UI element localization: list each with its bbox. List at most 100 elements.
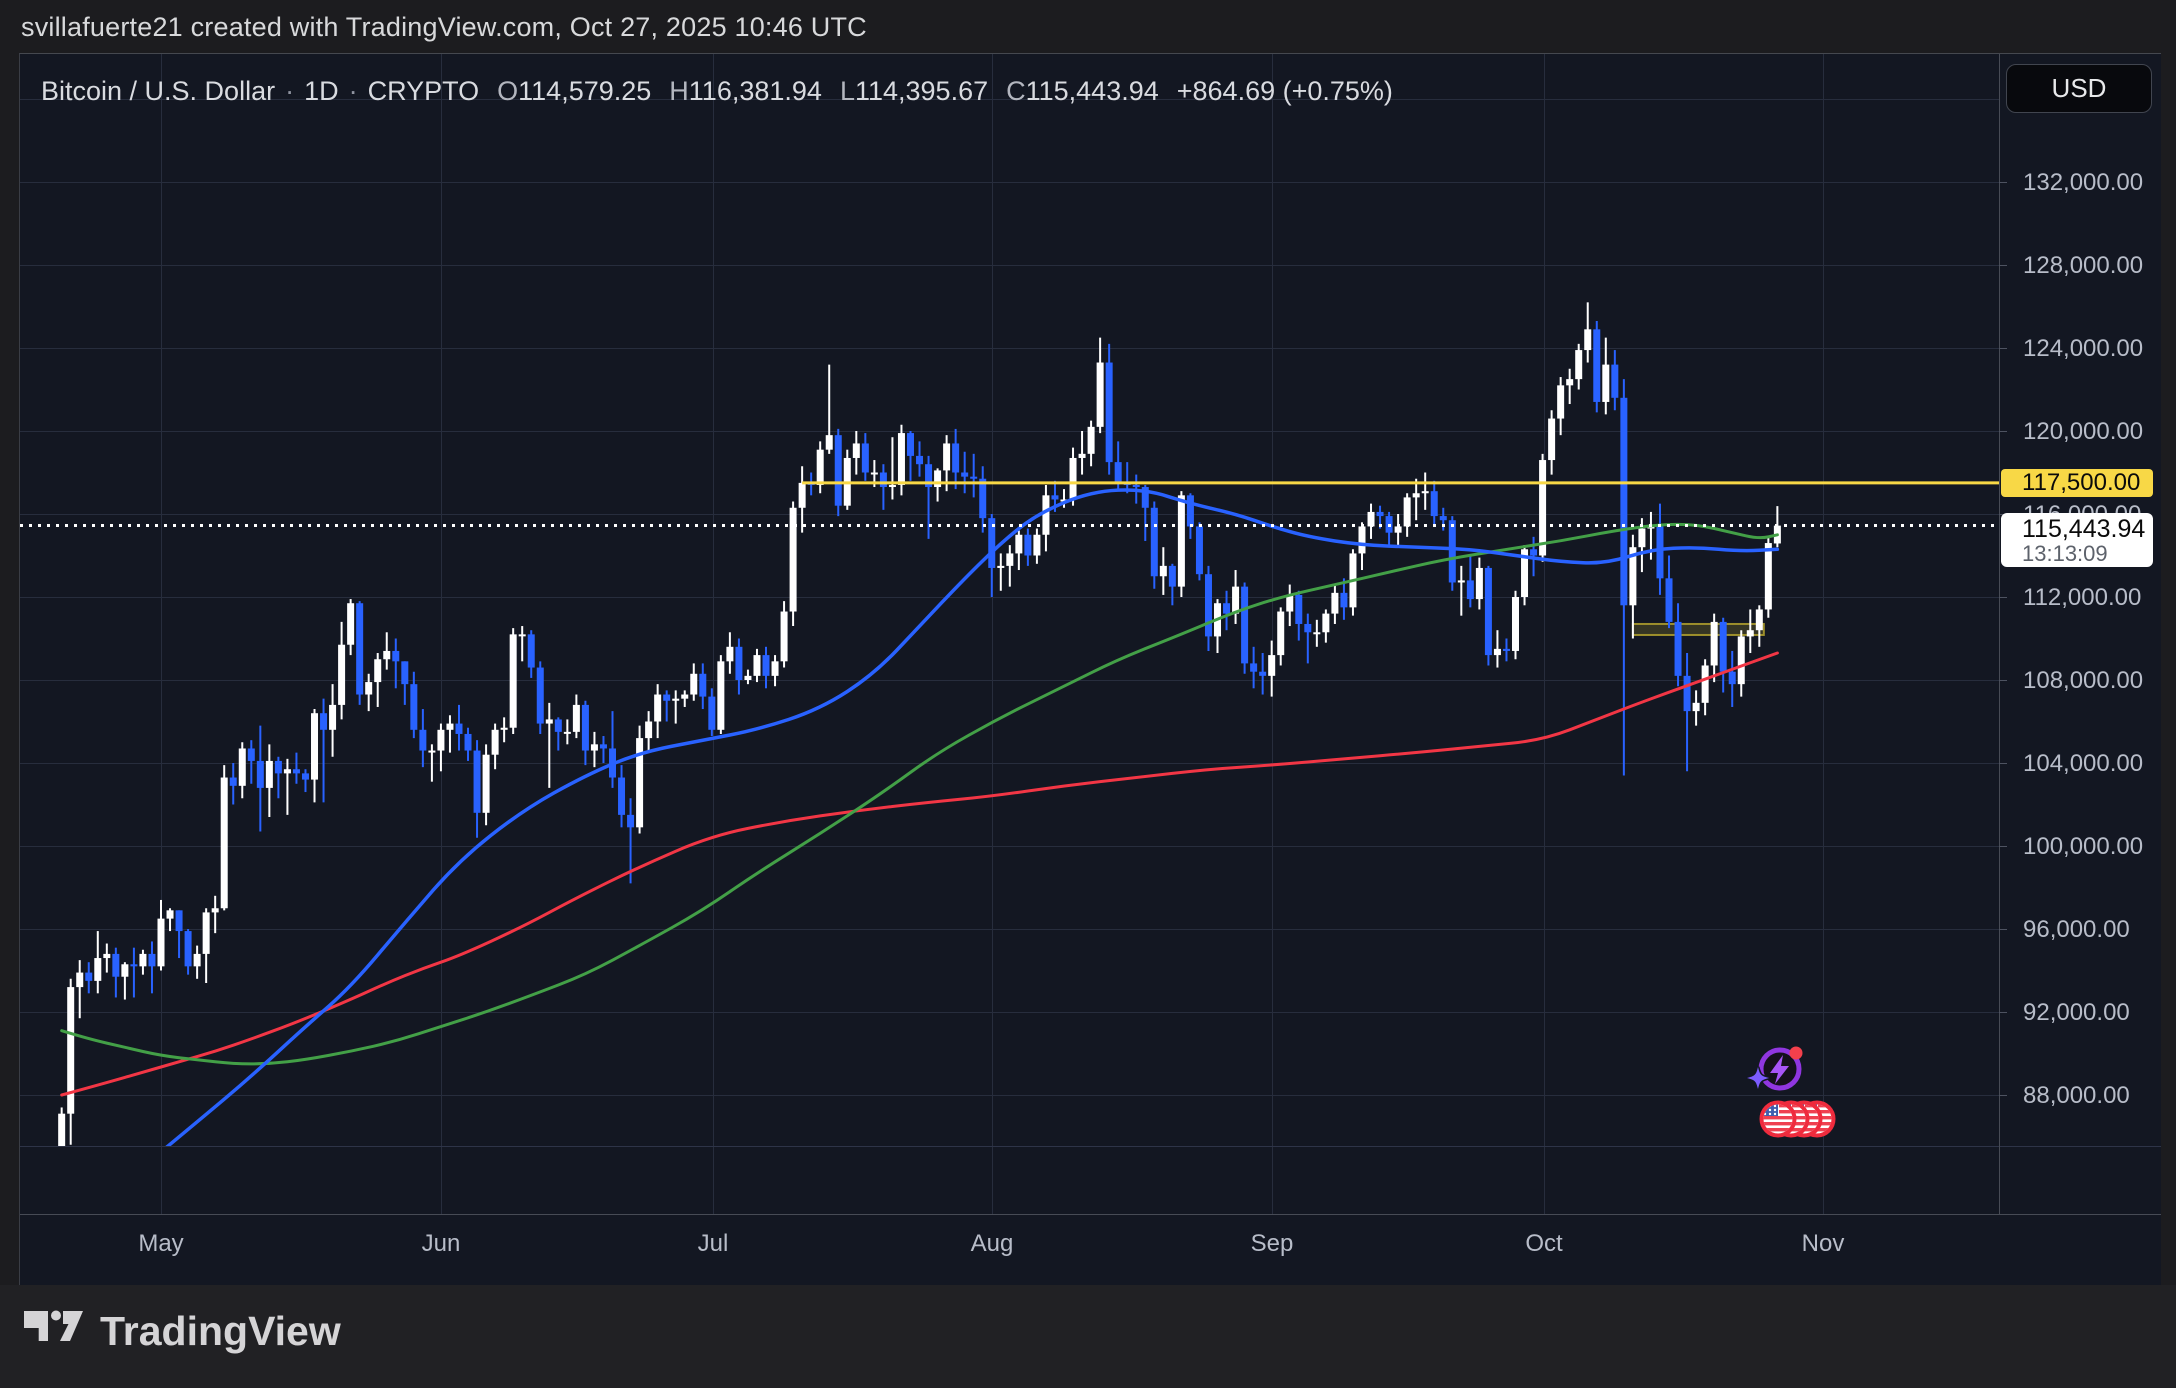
candle-body bbox=[997, 565, 1005, 568]
ma-fast-blue[interactable] bbox=[152, 488, 1780, 1159]
candle-body bbox=[581, 704, 589, 751]
candle-body bbox=[834, 435, 842, 506]
ohlc-open: O114,579.25 bbox=[497, 76, 652, 106]
currency-toggle-button[interactable]: USD bbox=[2006, 64, 2152, 113]
ma-mid-green[interactable] bbox=[60, 522, 1779, 1066]
candle-body bbox=[1638, 528, 1646, 548]
current-price-label[interactable]: 115,443.94 13:13:09 bbox=[2001, 513, 2153, 567]
candle-body bbox=[780, 611, 788, 662]
time-axis[interactable]: May Jun Jul Aug Sep Oct Nov bbox=[138, 1230, 1844, 1257]
candle-body bbox=[1629, 547, 1637, 606]
chart-widget[interactable]: 132,000.00 128,000.00 124,000.00 120,000.00… bbox=[19, 53, 2161, 1286]
candle-body bbox=[1033, 534, 1041, 556]
candle-body bbox=[1737, 636, 1745, 685]
tradingview-brand[interactable]: TradingView bbox=[24, 1307, 341, 1355]
candle-body bbox=[1548, 418, 1556, 461]
interval-label[interactable]: 1D bbox=[304, 76, 339, 106]
candle-body bbox=[401, 661, 409, 685]
chart-legend[interactable]: Bitcoin / U.S. Dollar · 1D · CRYPTO O114,579.… bbox=[41, 76, 1393, 107]
candle-body bbox=[130, 964, 138, 967]
current-price-value: 115,443.94 bbox=[2022, 515, 2146, 543]
ohlc-low: L114,395.67 bbox=[839, 76, 989, 106]
candle-body bbox=[1403, 497, 1411, 527]
candle-body bbox=[1051, 495, 1059, 500]
symbol-title[interactable]: Bitcoin / U.S. Dollar bbox=[41, 76, 276, 106]
candle-body bbox=[157, 918, 165, 967]
price-tick-label: 104,000.00 bbox=[2023, 750, 2143, 777]
candle-body bbox=[572, 704, 580, 732]
event-markers[interactable] bbox=[1746, 1046, 1836, 1138]
candle-body bbox=[1223, 603, 1231, 614]
candle-body bbox=[1647, 526, 1655, 529]
chart-canvas[interactable]: 132,000.00 128,000.00 124,000.00 120,000.00… bbox=[20, 54, 2161, 1286]
candle-body bbox=[1701, 665, 1709, 703]
candle-body bbox=[1746, 630, 1754, 637]
candle-body bbox=[374, 659, 382, 683]
candle-body bbox=[735, 646, 743, 680]
candle-body bbox=[1484, 567, 1492, 656]
candle-body bbox=[1457, 580, 1465, 583]
footer-bar: TradingView bbox=[0, 1285, 2176, 1388]
candle-body bbox=[789, 507, 797, 612]
candle-body bbox=[292, 769, 300, 774]
candle-series bbox=[58, 302, 1781, 1146]
candle-body bbox=[1024, 534, 1032, 556]
price-tick-label: 128,000.00 bbox=[2023, 252, 2143, 279]
candle-body bbox=[645, 721, 653, 739]
price-tick-label: 112,000.00 bbox=[2023, 584, 2141, 611]
candle-body bbox=[1755, 609, 1763, 631]
candle-body bbox=[229, 777, 237, 786]
ma-slow-red[interactable] bbox=[60, 651, 1779, 1097]
candle-body bbox=[1105, 362, 1113, 463]
candle-body bbox=[392, 650, 400, 662]
candle-body bbox=[247, 748, 255, 761]
candle-body bbox=[852, 443, 860, 458]
candle-body bbox=[464, 733, 472, 751]
candle-body bbox=[103, 953, 111, 959]
candle-body bbox=[220, 777, 228, 909]
candle-body bbox=[1204, 574, 1212, 637]
candle-body bbox=[916, 455, 924, 465]
candle-body bbox=[663, 694, 671, 701]
candle-body bbox=[473, 750, 481, 813]
candle-body bbox=[1241, 586, 1249, 664]
candle-body bbox=[1439, 516, 1447, 521]
candle-body bbox=[193, 953, 201, 967]
price-range-drawing[interactable] bbox=[1631, 622, 1765, 636]
candle-body bbox=[283, 769, 291, 774]
candle-body bbox=[455, 723, 463, 734]
candle-body bbox=[1340, 592, 1348, 608]
candle-body bbox=[672, 698, 680, 701]
level-price-label[interactable]: 117,500.00 bbox=[2001, 469, 2153, 497]
price-axis[interactable]: 132,000.00 128,000.00 124,000.00 120,000.00… bbox=[1999, 169, 2143, 1109]
candle-body bbox=[509, 634, 517, 728]
candle-body bbox=[1394, 526, 1402, 533]
lightning-event-icon[interactable] bbox=[1746, 1046, 1803, 1091]
candle-body bbox=[717, 661, 725, 730]
candle-body bbox=[419, 729, 427, 751]
candle-body bbox=[1611, 364, 1619, 398]
candle-body bbox=[1195, 526, 1203, 575]
candle-body bbox=[311, 713, 319, 780]
month-label: Oct bbox=[1525, 1230, 1563, 1257]
candle-body bbox=[1502, 648, 1510, 651]
candle-body bbox=[58, 1113, 66, 1146]
candle-body bbox=[744, 675, 752, 680]
candle-body bbox=[1421, 491, 1429, 494]
candle-body bbox=[347, 603, 355, 645]
attribution-bar: svillafuerte21 created with TradingView.… bbox=[0, 0, 2176, 53]
candle-body bbox=[1557, 385, 1565, 419]
candle-body bbox=[1232, 586, 1240, 614]
candle-body bbox=[681, 694, 689, 699]
price-tick-label: 96,000.00 bbox=[2023, 916, 2130, 943]
candle-body bbox=[825, 435, 833, 450]
candle-body bbox=[1620, 397, 1628, 606]
month-label: Jun bbox=[422, 1230, 461, 1257]
tradingview-logo-icon bbox=[24, 1310, 83, 1341]
us-economic-events-icon[interactable] bbox=[1759, 1100, 1797, 1138]
candle-body bbox=[961, 472, 969, 477]
candle-body bbox=[1512, 597, 1519, 651]
candle-body bbox=[482, 754, 490, 813]
month-label: Aug bbox=[971, 1230, 1014, 1257]
candle-body bbox=[925, 464, 933, 488]
